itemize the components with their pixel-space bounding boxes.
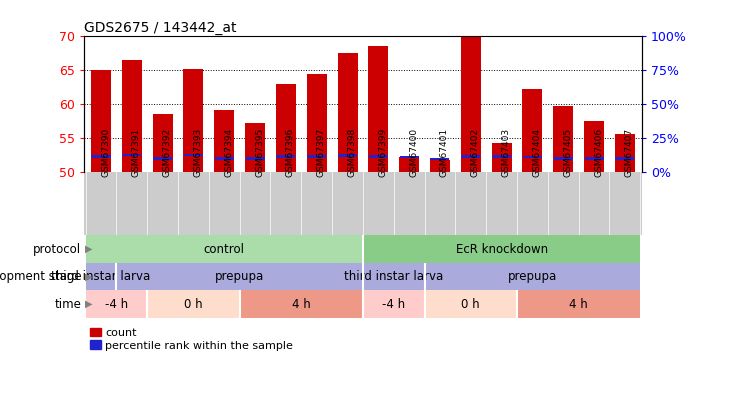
Bar: [338, 154, 357, 157]
Bar: [368, 46, 388, 172]
Bar: [153, 157, 173, 160]
Bar: [369, 155, 388, 158]
Bar: [86, 235, 363, 263]
Text: 0 h: 0 h: [184, 298, 202, 311]
Text: development stage: development stage: [0, 270, 81, 283]
Bar: [400, 156, 419, 158]
Text: GSM67391: GSM67391: [132, 128, 141, 177]
Bar: [461, 155, 480, 158]
Text: GSM67399: GSM67399: [379, 128, 387, 177]
Bar: [425, 290, 517, 318]
Text: GSM67406: GSM67406: [594, 128, 603, 177]
Text: GSM67394: GSM67394: [224, 128, 233, 177]
Bar: [184, 154, 203, 156]
Text: -4 h: -4 h: [382, 298, 405, 311]
Bar: [584, 121, 604, 172]
Bar: [553, 106, 573, 172]
Bar: [585, 157, 604, 160]
Text: GDS2675 / 143442_at: GDS2675 / 143442_at: [84, 21, 237, 35]
Bar: [517, 290, 640, 318]
Text: ▶: ▶: [86, 272, 93, 281]
Bar: [86, 290, 147, 318]
Bar: [307, 155, 326, 158]
Text: GSM67403: GSM67403: [501, 128, 511, 177]
Bar: [307, 74, 327, 172]
Bar: [363, 263, 425, 290]
Bar: [246, 157, 265, 160]
Bar: [430, 160, 450, 172]
Text: protocol: protocol: [33, 243, 81, 256]
Text: GSM67393: GSM67393: [194, 128, 202, 177]
Bar: [276, 84, 296, 172]
Bar: [491, 143, 512, 172]
Bar: [147, 290, 240, 318]
Bar: [425, 263, 640, 290]
Bar: [153, 114, 173, 172]
Bar: [122, 60, 142, 172]
Bar: [523, 156, 542, 158]
Bar: [616, 157, 635, 160]
Legend: count, percentile rank within the sample: count, percentile rank within the sample: [90, 328, 293, 351]
Bar: [276, 155, 295, 158]
Bar: [91, 70, 111, 172]
Text: GSM67404: GSM67404: [532, 128, 542, 177]
Text: GSM67397: GSM67397: [317, 128, 326, 177]
Bar: [245, 123, 265, 172]
Bar: [215, 157, 234, 160]
Bar: [183, 69, 203, 172]
Bar: [523, 89, 542, 172]
Bar: [338, 53, 357, 172]
Text: 4 h: 4 h: [292, 298, 311, 311]
Text: control: control: [204, 243, 245, 256]
Bar: [86, 263, 116, 290]
Text: GSM67396: GSM67396: [286, 128, 295, 177]
Bar: [553, 157, 573, 160]
Bar: [431, 158, 450, 160]
Bar: [214, 110, 235, 172]
Text: GSM67405: GSM67405: [564, 128, 572, 177]
Text: GSM67407: GSM67407: [625, 128, 634, 177]
Text: GSM67392: GSM67392: [162, 128, 172, 177]
Text: GSM67401: GSM67401: [440, 128, 449, 177]
Bar: [116, 263, 363, 290]
Text: time: time: [54, 298, 81, 311]
Bar: [399, 157, 419, 172]
Text: prepupa: prepupa: [508, 270, 557, 283]
Bar: [615, 134, 635, 172]
Bar: [91, 155, 110, 158]
Bar: [461, 36, 481, 172]
Text: ▶: ▶: [86, 299, 93, 309]
Text: -4 h: -4 h: [105, 298, 128, 311]
Text: GSM67390: GSM67390: [101, 128, 110, 177]
Text: prepupa: prepupa: [215, 270, 265, 283]
Bar: [363, 290, 425, 318]
Bar: [122, 154, 141, 156]
Text: GSM67395: GSM67395: [255, 128, 264, 177]
Text: 4 h: 4 h: [569, 298, 588, 311]
Text: ▶: ▶: [86, 244, 93, 254]
Text: GSM67398: GSM67398: [347, 128, 357, 177]
Text: GSM67402: GSM67402: [471, 128, 480, 177]
Bar: [240, 290, 363, 318]
Text: third instar larva: third instar larva: [344, 270, 444, 283]
Text: EcR knockdown: EcR knockdown: [455, 243, 548, 256]
Text: 0 h: 0 h: [461, 298, 480, 311]
Bar: [492, 155, 511, 158]
Text: GSM67400: GSM67400: [409, 128, 418, 177]
Bar: [363, 235, 640, 263]
Text: third instar larva: third instar larva: [51, 270, 151, 283]
